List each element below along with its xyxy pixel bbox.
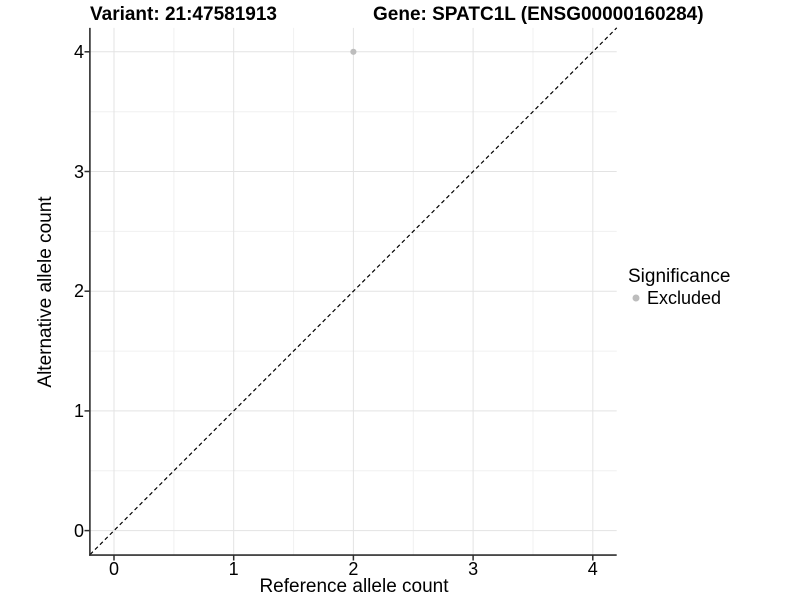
x-tick-label-4: 4 — [587, 559, 598, 579]
y-axis-title: Alternative allele count — [35, 196, 56, 388]
legend-point-icon — [632, 294, 640, 302]
plot-title-gene: Gene: SPATC1L (ENSG00000160284) — [373, 4, 704, 25]
y-tick-label-4: 4 — [73, 41, 84, 62]
y-tick-label-2: 2 — [73, 281, 84, 302]
axis-ticks — [84, 51, 594, 561]
x-axis-title: Reference allele count — [259, 576, 449, 597]
y-tick-label-1: 1 — [73, 400, 84, 421]
plot-title-variant: Variant: 21:47581913 — [90, 4, 277, 25]
x-tick-label-2: 2 — [348, 559, 359, 579]
legend: Significance Excluded — [628, 266, 730, 308]
legend-item-label: Excluded — [647, 288, 722, 308]
legend-title: Significance — [628, 266, 731, 287]
y-tick-label-3: 3 — [73, 161, 84, 182]
x-tick-label-0: 0 — [108, 559, 119, 579]
data-point — [350, 48, 357, 55]
identity-line — [89, 27, 618, 555]
x-tick-label-3: 3 — [468, 559, 479, 579]
y-tick-label-0: 0 — [73, 520, 84, 541]
x-tick-label-1: 1 — [228, 559, 239, 579]
legend-item-excluded: Excluded — [628, 288, 730, 308]
